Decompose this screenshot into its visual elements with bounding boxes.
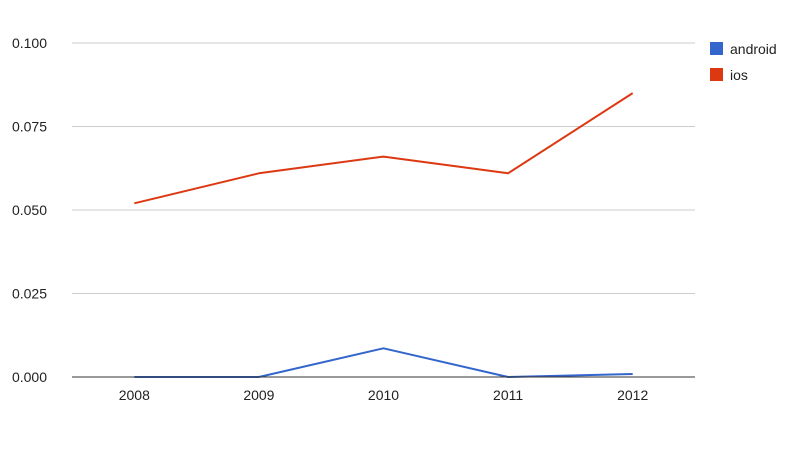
y-tick-label: 0.100 bbox=[12, 35, 47, 51]
legend: android ios bbox=[710, 41, 777, 83]
legend-swatch-android bbox=[710, 42, 723, 55]
legend-swatch-ios bbox=[710, 68, 723, 81]
legend-label-android: android bbox=[730, 41, 777, 57]
series-line-android bbox=[134, 347, 633, 378]
x-tick-label: 2008 bbox=[119, 387, 150, 403]
gridlines bbox=[72, 42, 695, 294]
y-tick-label: 0.075 bbox=[12, 119, 47, 135]
x-tick-label: 2012 bbox=[617, 387, 648, 403]
y-tick-label: 0.025 bbox=[12, 286, 47, 302]
x-tick-label: 2010 bbox=[368, 387, 399, 403]
series-lines bbox=[134, 92, 634, 378]
x-tick-label: 2009 bbox=[243, 387, 274, 403]
legend-label-ios: ios bbox=[730, 67, 748, 83]
x-tick-label: 2011 bbox=[493, 387, 523, 403]
series-line-ios bbox=[134, 92, 634, 205]
x-axis-tick-labels: 2008 2009 2010 2011 2012 bbox=[119, 387, 649, 403]
y-tick-label: 0.000 bbox=[12, 369, 47, 385]
y-tick-label: 0.050 bbox=[12, 202, 47, 218]
y-axis-tick-labels: 0.000 0.025 0.050 0.075 0.100 bbox=[12, 35, 47, 385]
